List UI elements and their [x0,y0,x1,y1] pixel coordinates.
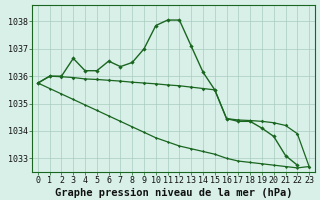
X-axis label: Graphe pression niveau de la mer (hPa): Graphe pression niveau de la mer (hPa) [55,188,292,198]
